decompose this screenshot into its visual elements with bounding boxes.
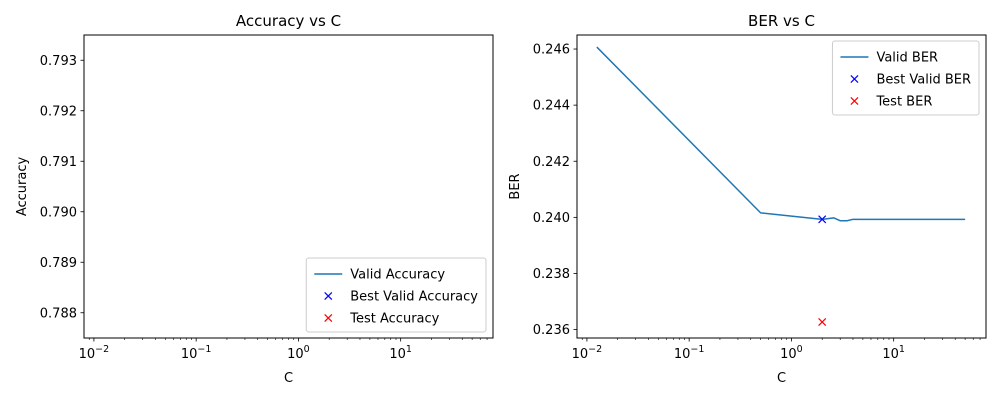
legend: Valid Accuracy Best Valid Accuracy Test Ac… — [305, 257, 487, 333]
y-tick-label: 0.790 — [40, 205, 77, 220]
y-tick-label: 0.788 — [40, 306, 77, 321]
x-tick-label: 10−1 — [181, 344, 212, 362]
legend-label: Valid Accuracy — [350, 268, 445, 283]
axes-frame — [83, 34, 494, 339]
ticks-layer: 10−2 10−1 100 101 0.236 0.238 0.240 0.242 0.244 0… — [533, 43, 981, 362]
y-tick-label: 0.791 — [40, 155, 77, 170]
legend-swatch — [850, 74, 859, 84]
legend-swatch — [324, 291, 333, 301]
legend: Valid BER Best Valid BER Test BER — [831, 40, 980, 116]
y-tick-label: 0.240 — [533, 211, 570, 226]
y-tick-label: 0.246 — [533, 43, 570, 58]
accuracy-chart-panel: Accuracy vs C C Accuracy 10−2 10−1 100 101 0… — [15, 12, 494, 386]
series-line-valid-ber — [596, 46, 966, 222]
x-tick-label: 100 — [287, 344, 310, 362]
legend-box — [831, 40, 980, 116]
y-tick-label: 0.238 — [533, 267, 570, 282]
axes-frame — [576, 34, 987, 339]
x-axis-label: C — [284, 371, 293, 386]
y-tick-label: 0.793 — [40, 54, 77, 69]
ber-chart-panel: BER vs C C BER 10−2 10−1 100 101 0.236 0.238 0… — [508, 12, 987, 386]
ticks-layer: 10−2 10−1 100 101 0.788 0.789 0.790 0.791 0.792 0… — [40, 54, 488, 362]
legend-label: Test Accuracy — [349, 312, 439, 327]
x-tick-label: 100 — [780, 344, 803, 362]
y-tick-label: 0.244 — [533, 99, 570, 114]
legend-label: Best Valid BER — [876, 73, 971, 88]
legend-item-best-valid-accuracy: Best Valid Accuracy — [324, 290, 478, 305]
legend-box — [305, 257, 487, 333]
y-axis-label: Accuracy — [15, 157, 30, 217]
x-tick-label: 101 — [389, 344, 412, 362]
y-tick-label: 0.236 — [533, 323, 570, 338]
x-tick-label: 10−1 — [674, 344, 705, 362]
x-axis-label: C — [777, 371, 786, 386]
legend-label: Test BER — [875, 95, 932, 110]
y-tick-label: 0.789 — [40, 256, 77, 271]
x-tick-label: 10−2 — [79, 344, 110, 362]
legend-label: Best Valid Accuracy — [350, 290, 478, 305]
marker-best-valid-ber — [818, 215, 827, 224]
marks-layer — [596, 46, 966, 327]
y-axis-label: BER — [508, 173, 523, 199]
legend-swatch — [324, 313, 333, 323]
legend-item-valid-ber: Valid BER — [840, 51, 938, 66]
chart-title: Accuracy vs C — [236, 12, 341, 30]
legend-item-test-ber: Test BER — [850, 95, 932, 110]
legend-label: Valid BER — [876, 51, 938, 66]
x-tick-label: 101 — [882, 344, 905, 362]
chart-title: BER vs C — [748, 12, 815, 30]
y-tick-label: 0.792 — [40, 104, 77, 119]
y-tick-label: 0.242 — [533, 155, 570, 170]
legend-item-test-accuracy: Test Accuracy — [324, 312, 440, 327]
legend-item-best-valid-ber: Best Valid BER — [850, 73, 971, 88]
legend-swatch — [850, 96, 859, 106]
x-tick-label: 10−2 — [572, 344, 603, 362]
marker-test-ber — [818, 317, 827, 327]
legend-item-valid-accuracy: Valid Accuracy — [314, 268, 445, 283]
